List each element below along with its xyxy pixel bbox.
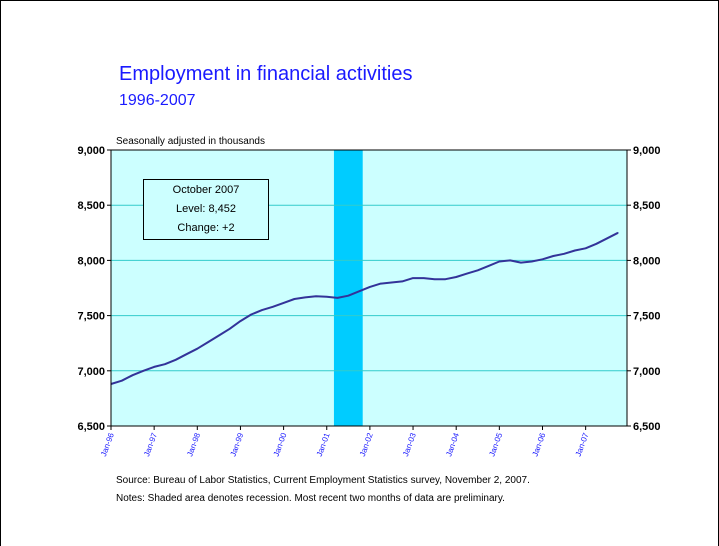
data-point	[142, 370, 144, 372]
data-point	[617, 232, 619, 234]
x-tick-label: Jan-99	[229, 431, 246, 458]
data-point	[541, 258, 544, 260]
data-point	[315, 295, 317, 297]
x-tick-label: Jan-05	[487, 431, 504, 458]
data-point	[207, 341, 209, 343]
x-tick-label: Jan-97	[142, 431, 159, 458]
annotation-change: Change: +2	[177, 222, 235, 234]
recession-band	[333, 150, 363, 426]
y-tick-label-right: 7,500	[633, 311, 661, 323]
data-point	[229, 328, 231, 330]
data-point	[282, 302, 285, 304]
y-tick-label-left: 7,000	[77, 366, 105, 378]
data-point	[250, 313, 252, 316]
annotation-date: October 2007	[172, 184, 240, 196]
x-tick-label: Jan-03	[401, 431, 418, 458]
data-point	[595, 243, 598, 245]
x-tick-label: Jan-98	[185, 431, 202, 458]
data-point	[369, 286, 371, 288]
y-tick-label-left: 6,500	[77, 421, 105, 433]
data-point	[455, 276, 457, 278]
data-point	[347, 295, 349, 297]
data-point	[380, 282, 382, 285]
data-point	[196, 348, 198, 350]
y-tick-label-right: 8,500	[633, 200, 661, 212]
data-point	[585, 247, 587, 249]
y-tick-label-left: 8,000	[77, 255, 105, 267]
data-point	[412, 277, 414, 279]
annotation-level: Level: 8,452	[176, 203, 236, 215]
data-point	[239, 320, 242, 322]
data-point	[434, 278, 436, 280]
x-tick-label: Jan-02	[358, 431, 375, 458]
data-point	[531, 260, 533, 263]
x-tick-label: Jan-06	[531, 431, 548, 458]
data-point	[390, 281, 393, 284]
y-tick-label-left: 7,500	[77, 311, 105, 323]
data-point	[498, 260, 500, 263]
notes-text: Notes: Shaded area denotes recession. Mo…	[116, 493, 505, 504]
data-point	[444, 278, 447, 280]
series-line	[110, 231, 619, 385]
data-point	[164, 363, 166, 365]
y-tick-label-left: 8,500	[77, 200, 105, 212]
chart-subtitle: 1996-2007	[119, 92, 196, 109]
data-point	[477, 269, 479, 271]
y-tick-label-right: 7,000	[633, 366, 661, 378]
x-tick-label: Jan-01	[315, 431, 332, 458]
data-point	[606, 237, 608, 239]
y-tick-label-right: 6,500	[633, 421, 661, 433]
y-axis-unit-label: Seasonally adjusted in thousands	[116, 136, 265, 147]
data-point	[121, 380, 123, 382]
data-point	[304, 296, 306, 298]
x-tick-label: Jan-96	[99, 431, 116, 458]
data-point	[153, 366, 155, 368]
data-point	[520, 262, 522, 264]
annotation-box: October 2007 Level: 8,452 Change: +2	[143, 179, 269, 240]
chart-title: Employment in financial activities	[119, 63, 413, 85]
data-point	[552, 255, 554, 257]
data-point	[185, 353, 188, 355]
data-point	[131, 374, 134, 376]
data-point	[423, 277, 425, 279]
data-point	[326, 296, 328, 298]
y-tick-label-right: 8,000	[633, 255, 661, 267]
y-tick-label-left: 9,000	[77, 145, 105, 157]
x-tick-label: Jan-04	[444, 431, 461, 458]
data-point	[466, 273, 468, 275]
y-tick-label-right: 9,000	[633, 145, 661, 157]
data-point	[487, 265, 490, 267]
data-point	[358, 290, 360, 292]
data-point	[218, 334, 220, 337]
data-point	[261, 309, 263, 311]
plot-border	[110, 149, 628, 427]
x-tick-label: Jan-07	[574, 431, 591, 458]
source-note: Source: Bureau of Labor Statistics, Curr…	[116, 475, 530, 486]
data-point	[272, 306, 274, 308]
data-point	[336, 297, 339, 299]
data-point	[401, 280, 403, 282]
data-point	[509, 259, 511, 261]
data-point	[293, 298, 295, 300]
data-point	[574, 249, 576, 252]
x-tick-label: Jan-00	[272, 431, 289, 458]
data-point	[563, 253, 565, 255]
data-point	[175, 359, 177, 361]
